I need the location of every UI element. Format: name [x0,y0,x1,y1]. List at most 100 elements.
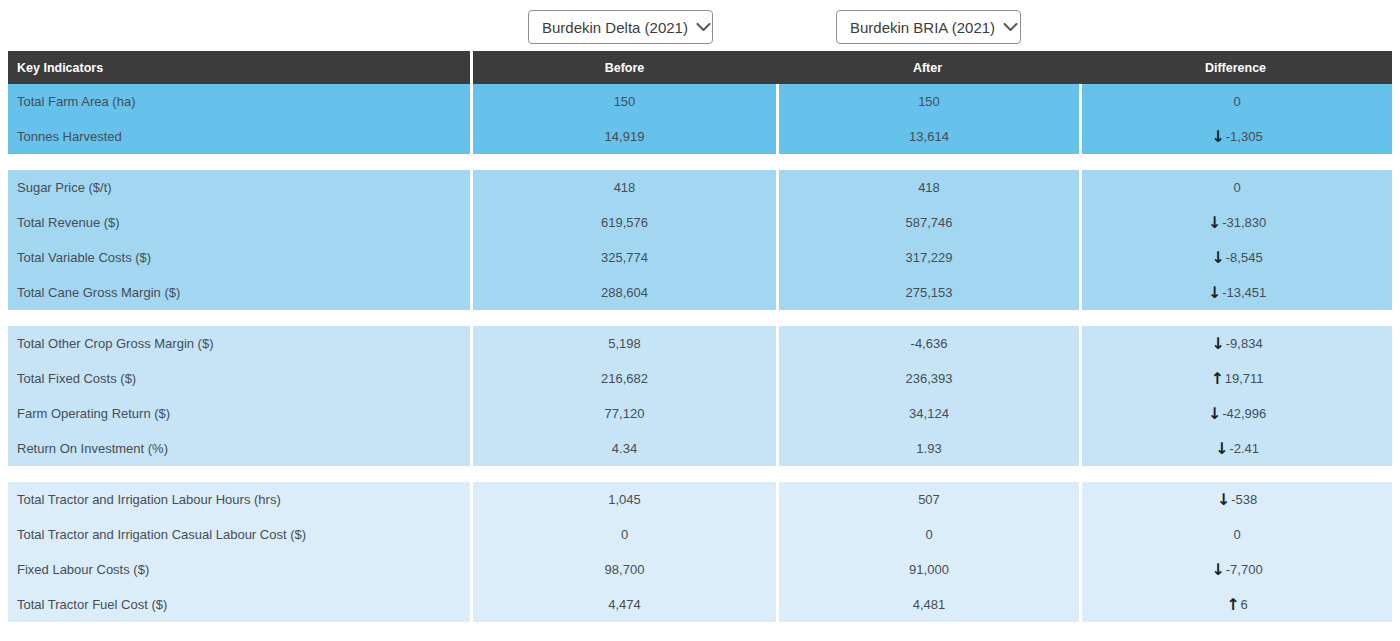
table-body: Total Farm Area (ha)1501500Tonnes Harves… [8,84,1392,622]
difference-number: -2.41 [1229,441,1259,456]
after-value: 418 [776,170,1079,205]
after-value: 317,229 [776,240,1079,275]
before-value: 0 [470,517,776,552]
table-row: Total Farm Area (ha)1501500 [8,84,1392,119]
table-row: Total Other Crop Gross Margin ($)5,198-4… [8,326,1392,361]
after-value: 1.93 [776,431,1079,466]
indicator-label: Tonnes Harvested [8,119,470,154]
column-header-after: After [776,51,1079,84]
after-value: 587,746 [776,205,1079,240]
before-value: 288,604 [470,275,776,310]
indicator-label: Total Tractor Fuel Cost ($) [8,587,470,622]
after-value: -4,636 [776,326,1079,361]
after-dataset-value: Burdekin BRIA (2021) [850,19,995,36]
table-row: Total Tractor and Irrigation Casual Labo… [8,517,1392,552]
before-value: 5,198 [470,326,776,361]
column-header-before: Before [470,51,776,84]
difference-value: ↓-8,545 [1079,240,1392,275]
difference-value: ↓-9,834 [1079,326,1392,361]
indicator-label: Farm Operating Return ($) [8,396,470,431]
chevron-down-icon [1003,23,1018,32]
down-arrow-icon: ↓ [1217,492,1230,508]
down-arrow-icon: ↓ [1208,406,1221,422]
difference-value: ↓-1,305 [1079,119,1392,154]
indicator-label: Total Tractor and Irrigation Casual Labo… [8,517,470,552]
table-row: Sugar Price ($/t)4184180 [8,170,1392,205]
indicator-label: Sugar Price ($/t) [8,170,470,205]
indicator-label: Total Other Crop Gross Margin ($) [8,326,470,361]
difference-number: -42,996 [1222,406,1266,421]
difference-value: ↑6 [1079,587,1392,622]
up-arrow-icon: ↑ [1226,597,1239,613]
difference-number: -13,451 [1222,285,1266,300]
difference-number: -1,305 [1226,129,1263,144]
table-row: Fixed Labour Costs ($)98,70091,000↓-7,70… [8,552,1392,587]
down-arrow-icon: ↓ [1215,441,1228,457]
table-row: Farm Operating Return ($)77,12034,124↓-4… [8,396,1392,431]
indicator-label: Total Farm Area (ha) [8,84,470,119]
down-arrow-icon: ↓ [1208,285,1221,301]
before-dataset-dropdown[interactable]: Burdekin Delta (2021) [528,10,713,44]
difference-value: ↑19,711 [1079,361,1392,396]
difference-number: -8,545 [1226,250,1263,265]
before-value: 1,045 [470,482,776,517]
indicator-label: Total Revenue ($) [8,205,470,240]
difference-value: 0 [1079,84,1392,119]
table-header-row: Key Indicators Before After Difference [8,51,1392,84]
difference-number: 6 [1241,597,1248,612]
farm-comparison-page: Burdekin Delta (2021) Burdekin BRIA (202… [0,0,1400,622]
difference-number: -31,830 [1222,215,1266,230]
after-value: 150 [776,84,1079,119]
before-value: 216,682 [470,361,776,396]
table-row: Total Tractor and Irrigation Labour Hour… [8,482,1392,517]
down-arrow-icon: ↓ [1211,129,1224,145]
before-dataset-value: Burdekin Delta (2021) [542,19,688,36]
after-dataset-dropdown[interactable]: Burdekin BRIA (2021) [836,10,1021,44]
difference-value: ↓-538 [1079,482,1392,517]
difference-value: ↓-31,830 [1079,205,1392,240]
difference-value: ↓-2.41 [1079,431,1392,466]
indicator-label: Total Tractor and Irrigation Labour Hour… [8,482,470,517]
key-indicators-table: Key Indicators Before After Difference T… [8,51,1392,622]
before-value: 4,474 [470,587,776,622]
after-value: 91,000 [776,552,1079,587]
after-value: 34,124 [776,396,1079,431]
difference-value: 0 [1079,517,1392,552]
indicator-label: Return On Investment (%) [8,431,470,466]
down-arrow-icon: ↓ [1211,562,1224,578]
difference-number: -9,834 [1226,336,1263,351]
column-header-difference: Difference [1079,51,1392,84]
indicator-group: Sugar Price ($/t)4184180Total Revenue ($… [8,170,1392,310]
difference-number: -538 [1231,492,1257,507]
indicator-label: Total Variable Costs ($) [8,240,470,275]
before-value: 98,700 [470,552,776,587]
difference-value: ↓-13,451 [1079,275,1392,310]
indicator-group: Total Other Crop Gross Margin ($)5,198-4… [8,326,1392,466]
dataset-selector-bar: Burdekin Delta (2021) Burdekin BRIA (202… [8,0,1392,51]
chevron-down-icon [696,23,711,32]
indicator-label: Total Cane Gross Margin ($) [8,275,470,310]
before-value: 150 [470,84,776,119]
table-row: Total Fixed Costs ($)216,682236,393↑19,7… [8,361,1392,396]
before-value: 325,774 [470,240,776,275]
difference-value: ↓-42,996 [1079,396,1392,431]
difference-number: 19,711 [1225,371,1264,386]
column-header-key-indicators: Key Indicators [8,51,470,84]
before-value: 14,919 [470,119,776,154]
after-value: 4,481 [776,587,1079,622]
indicator-group: Total Farm Area (ha)1501500Tonnes Harves… [8,84,1392,154]
indicator-label: Fixed Labour Costs ($) [8,552,470,587]
before-value: 619,576 [470,205,776,240]
down-arrow-icon: ↓ [1208,215,1221,231]
difference-value: ↓-7,700 [1079,552,1392,587]
table-row: Total Cane Gross Margin ($)288,604275,15… [8,275,1392,310]
difference-number: -7,700 [1226,562,1263,577]
after-value: 13,614 [776,119,1079,154]
after-value: 0 [776,517,1079,552]
after-value: 236,393 [776,361,1079,396]
difference-value: 0 [1079,170,1392,205]
before-value: 418 [470,170,776,205]
table-row: Total Tractor Fuel Cost ($)4,4744,481↑6 [8,587,1392,622]
indicator-label: Total Fixed Costs ($) [8,361,470,396]
table-row: Total Revenue ($)619,576587,746↓-31,830 [8,205,1392,240]
